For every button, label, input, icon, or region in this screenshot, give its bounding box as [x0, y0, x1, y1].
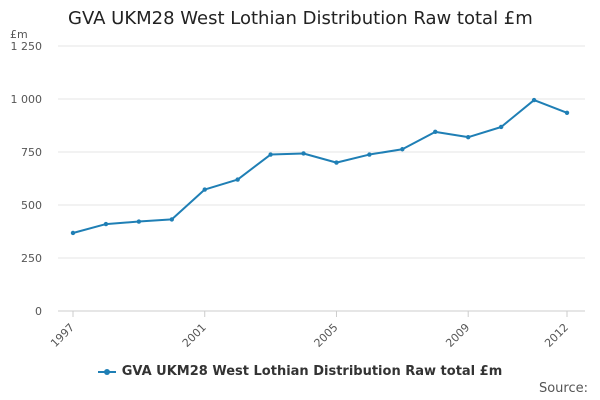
data-point[interactable]: [136, 219, 142, 224]
data-point[interactable]: [334, 160, 339, 165]
legend[interactable]: GVA UKM28 West Lothian Distribution Raw …: [0, 364, 600, 379]
data-point[interactable]: [498, 124, 504, 130]
y-axis-ticks: 0 250 500 750 1 000 1 250: [11, 40, 43, 318]
y-axis-unit-label: £m: [10, 28, 28, 41]
chart-title: GVA UKM28 West Lothian Distribution Raw …: [68, 8, 533, 29]
x-tick-label: 2005: [312, 321, 341, 350]
y-tick-label: 1 000: [11, 93, 43, 106]
data-point[interactable]: [103, 221, 109, 227]
x-tick-label: 2012: [542, 321, 571, 350]
data-point[interactable]: [531, 97, 537, 103]
x-tick-label: 1997: [48, 321, 77, 350]
data-point[interactable]: [202, 187, 207, 192]
y-tick-label: 750: [21, 146, 42, 159]
y-tick-label: 1 250: [11, 40, 43, 53]
y-tick-label: 250: [21, 252, 42, 265]
source-label: Source:: [538, 381, 588, 396]
data-point[interactable]: [235, 177, 240, 182]
grid-lines: [58, 45, 585, 312]
data-point[interactable]: [367, 152, 372, 157]
y-tick-label: 0: [35, 305, 42, 318]
x-axis-ticks: 1997 2001 2005 2009 2012: [48, 311, 571, 350]
series-group: [70, 97, 570, 236]
data-point[interactable]: [400, 147, 405, 152]
data-point[interactable]: [268, 152, 273, 157]
data-point[interactable]: [169, 217, 174, 222]
series-line: [72, 99, 568, 234]
legend-swatch: [97, 368, 116, 375]
data-point[interactable]: [70, 230, 76, 236]
data-point[interactable]: [301, 151, 306, 156]
x-tick-label: 2001: [180, 321, 209, 350]
data-point[interactable]: [433, 129, 438, 135]
x-tick-label: 2009: [443, 321, 472, 350]
legend-label: GVA UKM28 West Lothian Distribution Raw …: [121, 364, 503, 379]
data-point[interactable]: [564, 110, 570, 115]
data-point[interactable]: [466, 134, 471, 140]
y-tick-label: 500: [21, 199, 42, 212]
